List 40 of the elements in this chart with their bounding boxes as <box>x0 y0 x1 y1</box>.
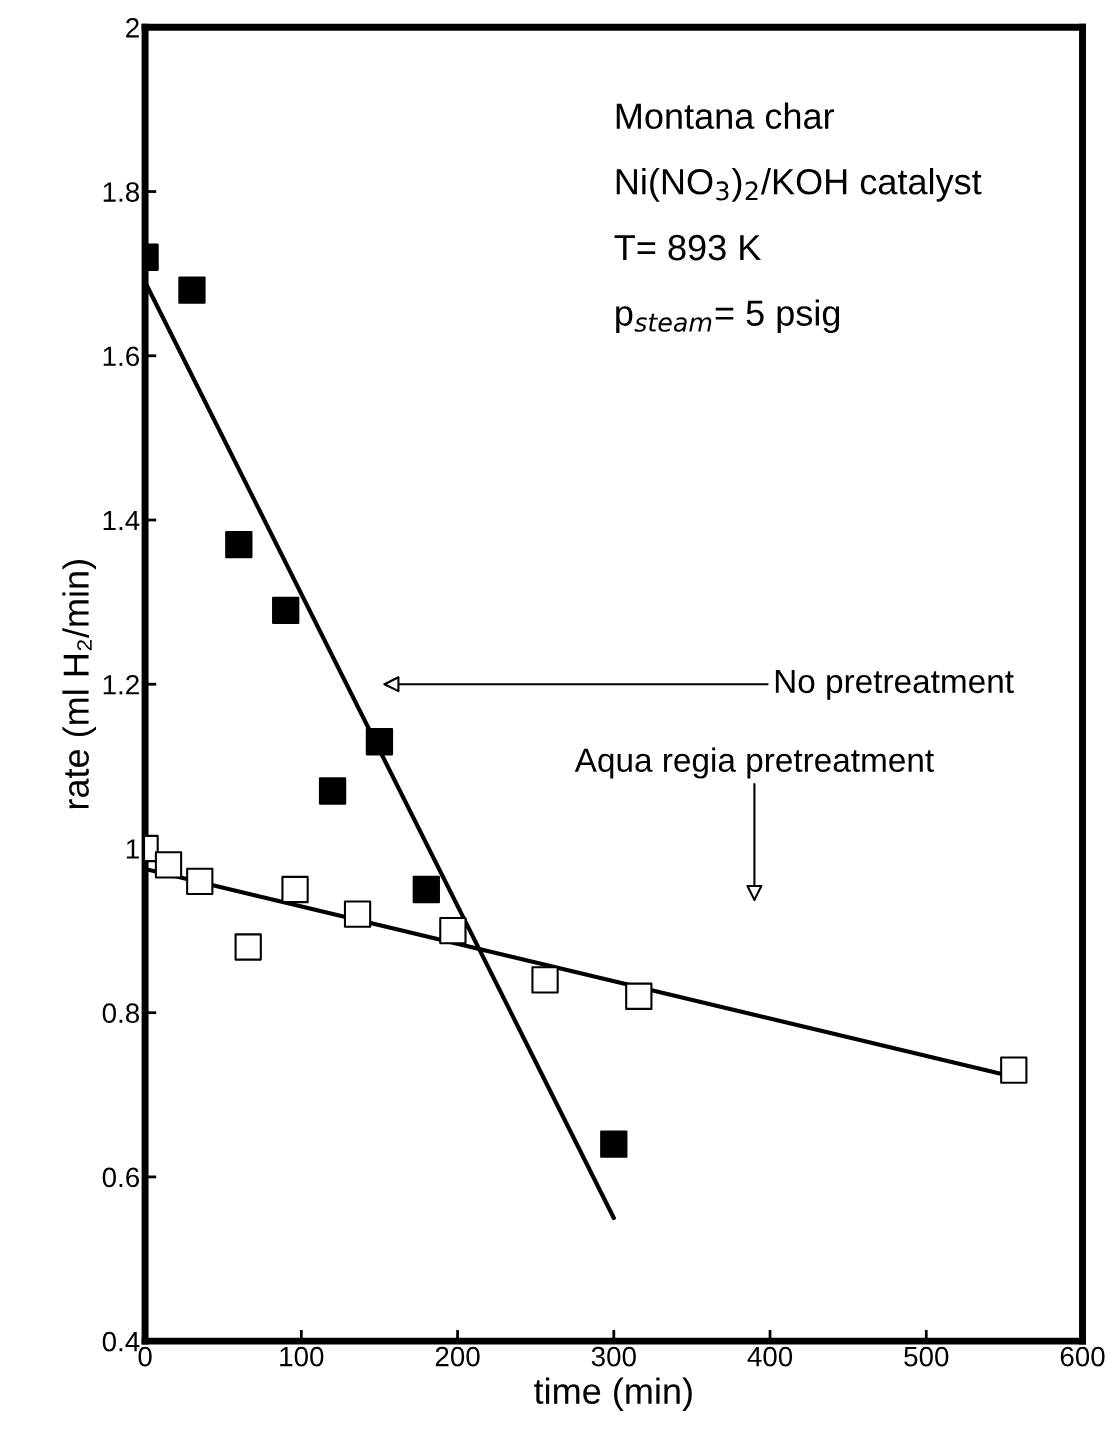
x-tick-label: 500 <box>904 1346 949 1367</box>
y-axis-title: rate (ml H₂/min) <box>62 560 97 809</box>
y-tick-label: 0.4 <box>102 1331 140 1352</box>
x-tick-label: 400 <box>747 1346 793 1367</box>
y-tick-label: 0.8 <box>102 1003 140 1024</box>
point <box>272 596 300 624</box>
y-tick-label: 0.6 <box>102 1167 139 1188</box>
x-tick-label: 200 <box>435 1346 480 1367</box>
point <box>225 531 253 559</box>
point <box>186 867 214 895</box>
annotation: p$_{steam}$= 5 psig <box>616 299 840 334</box>
annotation: Ni(NO$_{3}$)$_{2}$/KOH catalyst <box>616 168 982 202</box>
point <box>343 900 372 928</box>
y-tick-label: 1 <box>126 839 139 859</box>
annotation: No pretreatment <box>775 669 1014 700</box>
point <box>154 851 183 879</box>
point <box>625 982 653 1010</box>
point <box>178 276 206 304</box>
point <box>365 728 394 756</box>
point <box>281 875 309 904</box>
annotation: T= 893 K <box>614 234 761 261</box>
y-tick-label: 1.8 <box>103 182 140 202</box>
point <box>439 916 467 945</box>
y-tick-label: 1.6 <box>103 346 139 367</box>
x-axis-title: time (min) <box>534 1377 692 1412</box>
point <box>531 966 559 994</box>
point <box>600 1130 628 1158</box>
point <box>412 875 440 904</box>
x-tick-label: 300 <box>591 1346 636 1367</box>
x-tick-label: 600 <box>1060 1346 1105 1367</box>
y-tick-label: 1.2 <box>103 674 139 695</box>
y-tick-label: 2 <box>126 18 139 38</box>
x-tick-label: 0 <box>138 1346 152 1367</box>
point <box>1000 1056 1028 1084</box>
y-tick-label: 1.4 <box>103 510 140 531</box>
point <box>318 777 347 805</box>
annotation: Aqua regia pretreatment <box>574 747 934 779</box>
point <box>234 933 262 961</box>
annotation: Montana char <box>616 102 835 129</box>
x-tick-label: 100 <box>280 1346 324 1367</box>
